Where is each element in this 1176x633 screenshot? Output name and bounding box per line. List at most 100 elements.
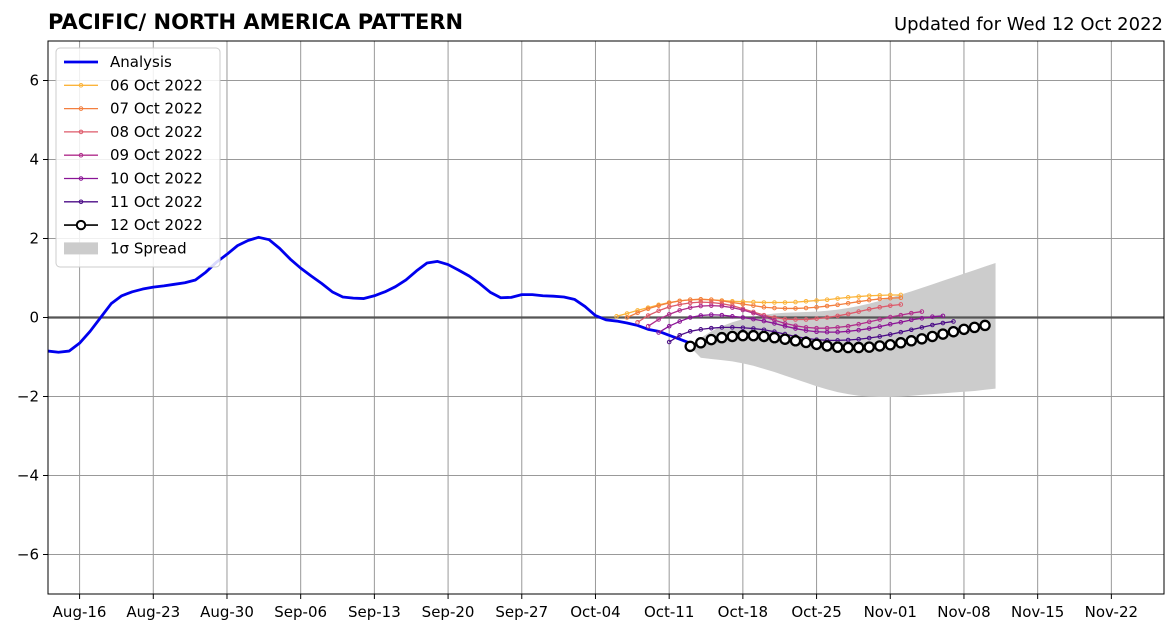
x-tick-label: Oct-11 — [644, 603, 694, 621]
forecast-series — [684, 319, 991, 354]
forecast-point — [947, 325, 960, 338]
spread-band-layer — [690, 262, 996, 397]
forecast-point — [824, 315, 830, 320]
legend-marker — [78, 83, 84, 88]
x-tick-label: Aug-23 — [126, 603, 180, 621]
legend-marker — [78, 106, 84, 111]
legend-marker — [78, 199, 84, 205]
forecast-line — [626, 297, 901, 319]
forecast-point — [708, 312, 714, 318]
forecast-point — [898, 329, 904, 335]
forecast-point — [698, 313, 704, 318]
forecast-point — [856, 327, 861, 333]
forecast-point — [926, 330, 939, 343]
forecast-point — [835, 302, 840, 308]
forecast-point — [719, 298, 725, 304]
forecast-point — [877, 317, 883, 322]
forecast-point — [866, 306, 872, 312]
forecast-point — [866, 319, 872, 325]
forecast-point — [772, 321, 777, 326]
forecast-point — [835, 329, 840, 335]
legend: Analysis 06 Oct 2022 07 Oct 2022 08 Oct 202… — [55, 47, 221, 268]
forecast-point — [845, 329, 851, 334]
forecast-point — [716, 331, 728, 344]
forecast-point — [940, 313, 946, 319]
forecast-point — [863, 341, 875, 353]
y-tick-label: −6 — [17, 546, 39, 564]
forecast-point — [887, 303, 893, 308]
forecast-point — [635, 310, 640, 316]
forecast-point — [698, 297, 704, 302]
forecast-point — [887, 332, 893, 337]
y-axis-ticks: −6 −4 −2 0 2 4 6 — [17, 72, 48, 564]
forecast-point — [877, 324, 883, 329]
forecast-point — [656, 330, 661, 335]
forecast-point — [803, 299, 809, 304]
legend-marker — [75, 219, 87, 231]
forecast-point — [898, 292, 904, 298]
forecast-point — [814, 304, 819, 310]
legend-marker — [78, 176, 84, 181]
forecast-point — [866, 293, 872, 299]
x-tick-label: Nov-08 — [937, 603, 990, 621]
forecast-point — [835, 313, 840, 319]
forecast-point — [800, 336, 812, 349]
forecast-point — [708, 303, 714, 308]
forecast-point — [624, 315, 630, 320]
forecast-point — [684, 340, 696, 353]
forecast-point — [814, 298, 819, 303]
y-tick-label: 0 — [29, 309, 39, 327]
forecast-point — [877, 304, 883, 310]
forecast-point — [919, 325, 925, 330]
forecast-point — [898, 295, 904, 301]
forecast-point — [866, 326, 872, 331]
forecast-point — [782, 300, 788, 305]
forecast-line — [668, 320, 954, 343]
forecast-point — [645, 313, 651, 318]
forecast-point — [687, 300, 693, 306]
forecast-point — [852, 341, 865, 354]
forecast-point — [782, 321, 788, 326]
forecast-point — [831, 341, 844, 353]
forecast-point — [856, 294, 861, 299]
legend-entry-label: 09 Oct 2022 — [110, 146, 203, 164]
forecast-point — [730, 325, 735, 330]
forecast-point — [951, 319, 956, 324]
forecast-point — [803, 305, 809, 311]
forecast-point — [687, 305, 693, 310]
forecast-point — [614, 314, 619, 319]
forecast-point — [793, 306, 798, 311]
forecast-point — [782, 323, 788, 329]
x-tick-label: Sep-13 — [348, 603, 401, 621]
forecast-point — [803, 317, 809, 322]
forecast-point — [898, 302, 904, 307]
forecast-point — [677, 302, 682, 307]
y-tick-label: −4 — [17, 467, 39, 485]
forecast-point — [747, 329, 760, 342]
legend-entry-label: 12 Oct 2022 — [110, 216, 203, 234]
forecast-point — [730, 305, 735, 310]
forecast-point — [793, 323, 798, 329]
forecast-point — [909, 310, 914, 316]
legend-entry-label: 1σ Spread — [110, 239, 187, 257]
forecast-point — [930, 314, 935, 320]
legend-entry-label: Analysis — [110, 53, 172, 71]
forecast-point — [645, 323, 651, 329]
forecast-series — [645, 303, 925, 331]
x-tick-label: Aug-30 — [200, 603, 254, 621]
forecast-point — [677, 308, 682, 313]
forecast-point — [761, 318, 767, 324]
forecast-point — [719, 303, 725, 309]
forecast-point — [789, 335, 802, 347]
forecast-point — [866, 335, 872, 341]
forecast-point — [845, 311, 851, 317]
forecast-line — [658, 314, 943, 334]
forecast-point — [895, 337, 907, 349]
forecast-point — [730, 314, 735, 319]
forecast-point — [866, 297, 872, 303]
forecast-point — [656, 303, 661, 308]
forecast-point — [635, 319, 640, 325]
forecast-point — [782, 316, 788, 322]
forecast-point — [695, 337, 707, 349]
